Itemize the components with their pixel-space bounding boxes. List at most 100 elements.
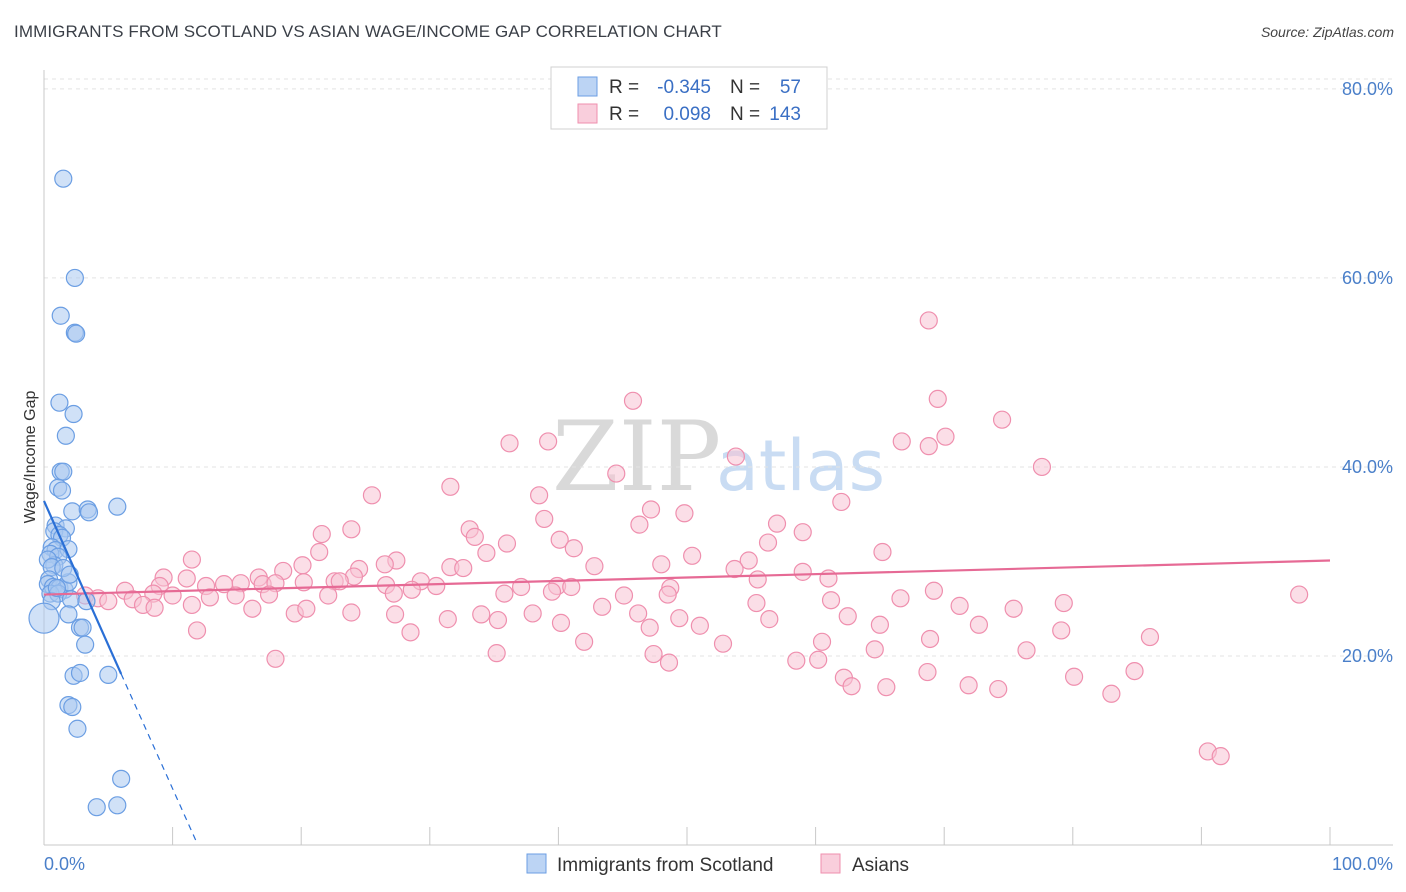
asians-point [725,559,744,579]
asians-point [342,520,361,539]
scotland-point [99,665,118,684]
scotland-point [54,462,73,481]
watermark-atlas: atlas [716,425,885,507]
y-tick-label-20: 20.0% [1342,646,1393,666]
watermark-zip: ZIP [552,401,721,513]
asians-point [865,640,884,659]
asians-point [607,464,626,483]
asians-point [472,605,491,624]
asians-point [812,632,832,651]
asians-point [1290,585,1309,604]
scotland-point [28,602,60,634]
y-tick-labels: 20.0% 40.0% 60.0% 80.0% [1342,79,1393,666]
asians-point [793,523,812,542]
asians-point [542,582,562,601]
series-legend-swatch-scotland[interactable] [526,853,547,874]
asians-point [640,618,659,637]
legend-r-label-1: R = [609,77,639,98]
asians-point [892,432,911,451]
asians-point [747,593,766,613]
asians-point [1004,599,1023,618]
asians-point [969,615,989,634]
asians-point [614,586,634,605]
asians-point [593,597,612,616]
scotland-point [79,503,99,522]
asians-point [891,589,910,608]
asians-point [454,558,473,578]
asians-point [630,515,649,534]
scotland-trend-extension [120,673,197,841]
asians-point [748,570,767,589]
asians-point [760,610,779,629]
series-legend-label-scotland[interactable]: Immigrants from Scotland [557,855,773,876]
asians-point [427,576,446,596]
asians-point [658,585,677,604]
scotland-point [65,268,84,288]
asians-point [488,610,508,630]
x-tick-label-min: 0.0% [44,854,85,874]
asians-point [495,584,514,603]
asians-point [310,542,329,562]
scotland-point [54,169,73,188]
asians-point [401,623,420,642]
asians-point [550,530,569,549]
stats-legend: R = -0.345 N = 57 R = 0.098 N = 143 [550,66,828,130]
legend-n-label-1: N = [730,77,760,98]
series-legend-label-asians[interactable]: Asians [852,855,909,876]
asians-point [465,527,484,546]
y-tick-label-80: 80.0% [1342,79,1393,99]
asians-point [297,599,316,618]
asians-point [767,514,787,533]
asians-point [385,605,405,624]
asians-point [575,632,594,651]
asians-point [659,653,679,672]
asians-point [145,598,164,617]
scotland-point [108,497,127,516]
asians-point [989,679,1008,699]
asians-point [497,534,517,553]
scotland-point [73,618,92,637]
asians-point [187,621,207,640]
asians-point [870,615,890,634]
scotland-point [76,635,95,654]
gridlines [44,78,1393,657]
asians-point [243,599,262,618]
asians-point [877,678,896,697]
legend-n-value-1: 57 [780,77,801,98]
asians-point [562,577,581,597]
asians-point [564,539,583,558]
asians-point [177,569,196,588]
asians-point [873,542,892,562]
asians-point [163,586,182,605]
asians-point [623,391,643,410]
asians-point [821,591,841,610]
scotland-point [51,306,70,325]
source-credit: Source: ZipAtlas.com [1260,24,1394,40]
asians-point [500,434,519,453]
scotland-point [50,393,69,412]
legend-n-value-2: 143 [769,104,801,125]
asians-point [530,486,549,505]
asians-point [758,533,778,552]
asians-point [739,551,758,570]
asians-point [1102,684,1121,703]
asians-point [936,427,955,446]
scotland-trend-line [42,500,123,675]
asians-point [585,557,604,576]
x-tick-label-max: 100.0% [1332,854,1393,874]
scotland-point [64,404,83,424]
asians-point [312,524,331,544]
asians-point [1211,747,1230,766]
asians-point [259,585,279,604]
asians-point [375,555,394,574]
asians-point [441,477,460,496]
asians-point [438,610,457,629]
asians-point [293,556,312,575]
asians-point [793,562,812,581]
asians-point [950,596,969,615]
asians-point [992,410,1012,429]
asians-point [683,546,702,565]
asians-point [920,629,940,649]
asians-trend-line [43,559,1331,596]
series-legend-swatch-asians[interactable] [820,853,841,874]
